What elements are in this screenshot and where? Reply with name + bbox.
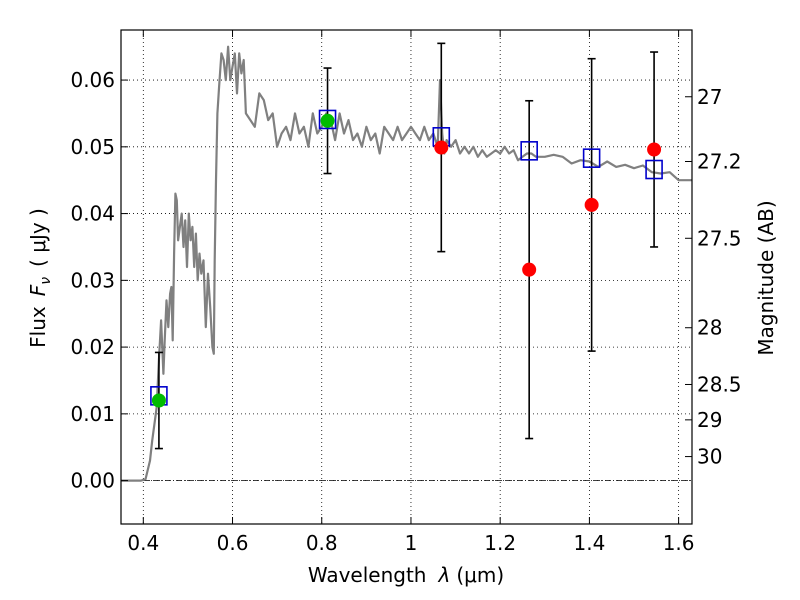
right-axis-tick-label: 27.2 [697, 150, 742, 174]
model-photometry-box [520, 141, 538, 161]
observed-points [151, 113, 662, 408]
x-axis-label-symbol: λ [438, 563, 451, 587]
x-axis-label: Wavelength λ (μm) [308, 563, 504, 587]
y-axis-label-unit: ( μJy ) [26, 208, 50, 267]
y-tick-label: 0.02 [70, 335, 115, 359]
y-tick-label: 0.03 [70, 268, 115, 292]
x-tick-label: 0.8 [306, 531, 338, 555]
observed-point [584, 197, 599, 212]
observed-point [151, 393, 166, 408]
x-tick-label: 0.6 [217, 531, 249, 555]
x-tick-label: 0.4 [127, 531, 159, 555]
right-axis-label: Magnitude (AB) [754, 200, 778, 355]
right-axis-tick-label: 30 [697, 445, 722, 469]
observed-point [320, 113, 335, 128]
y-tick-label: 0.06 [70, 68, 115, 92]
y-axis-ticks: 0.00 0.01 0.02 0.03 0.04 0.05 0.06 [70, 68, 128, 493]
right-axis-tick-label: 28.5 [697, 372, 742, 396]
x-axis-label-unit: (μm) [456, 563, 504, 587]
right-axis-tick-label: 27.5 [697, 226, 742, 250]
x-axis-label-text: Wavelength [308, 563, 427, 587]
y-axis-label: Flux Fν ( μJy ) [26, 208, 54, 348]
observed-point [522, 262, 537, 277]
right-axis-ticks: 27 27.2 27.5 28 28.5 29 30 [685, 85, 742, 469]
x-tick-label: 1 [405, 531, 418, 555]
x-axis-ticks: 0.4 0.6 0.8 1 1.2 1.4 1.6 [127, 30, 695, 555]
model-photometry-box [582, 148, 601, 168]
right-axis-tick-label: 29 [697, 408, 722, 432]
y-tick-label: 0.04 [70, 202, 115, 226]
x-tick-label: 1.2 [484, 531, 516, 555]
right-axis-tick-label: 27 [697, 85, 722, 109]
plot-frame [120, 29, 693, 525]
y-axis-label-symbol: F [26, 284, 50, 296]
y-axis-label-subscript: ν [38, 277, 54, 285]
y-tick-label: 0.01 [70, 402, 115, 426]
observed-point [434, 140, 449, 155]
y-tick-label: 0.00 [70, 469, 115, 493]
x-tick-label: 1.6 [663, 531, 695, 555]
model-spectrum [121, 45, 692, 482]
y-tick-label: 0.05 [70, 135, 115, 159]
model-photometry-box [645, 159, 663, 180]
x-tick-label: 1.4 [573, 531, 605, 555]
model-spectrum-line [121, 45, 692, 482]
observed-point [647, 142, 662, 157]
y-axis-label-text: Flux [26, 306, 50, 348]
model-photometry-box [318, 109, 337, 130]
right-axis-tick-label: 28 [697, 316, 722, 340]
